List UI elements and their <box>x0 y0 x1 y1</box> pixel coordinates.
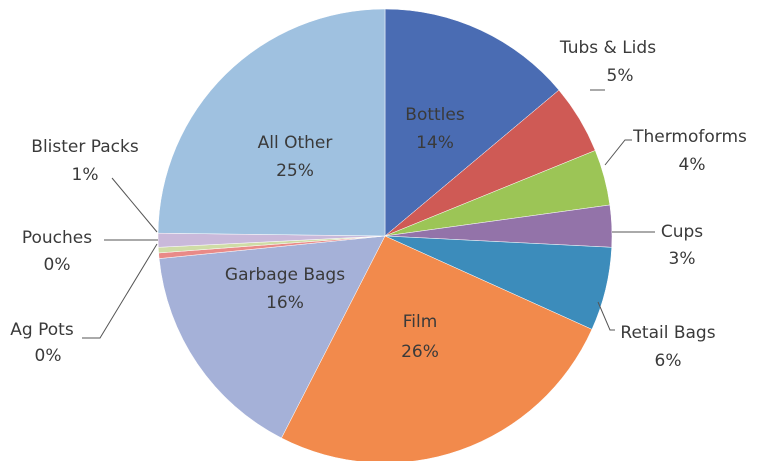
slice-value-label: 25% <box>276 161 314 181</box>
slice-value-label: 5% <box>607 66 634 86</box>
slice-label: All Other <box>258 133 333 153</box>
slice-label: Tubs & Lids <box>559 38 656 58</box>
slice-label: Pouches <box>22 228 92 248</box>
slice-value-label: 1% <box>72 165 99 185</box>
leader-line <box>597 301 615 331</box>
slice-value-label: 26% <box>401 342 439 362</box>
slice-value-label: 6% <box>655 351 682 371</box>
slice-value-label: 14% <box>416 133 454 153</box>
slice-label: Thermoforms <box>632 127 747 147</box>
slice-label: Cups <box>661 222 703 242</box>
slice-value-label: 16% <box>266 293 304 313</box>
leader-line <box>82 243 158 339</box>
slice-value-label: 0% <box>35 346 62 366</box>
pie-slice <box>384 8 560 237</box>
slice-label: Bottles <box>405 105 465 125</box>
slice-value-label: 3% <box>669 249 696 269</box>
leader-line <box>604 139 632 166</box>
pie-slice <box>281 235 593 461</box>
slice-label: Ag Pots <box>10 320 74 340</box>
slice-label: Blister Packs <box>31 137 139 157</box>
slice-value-label: 4% <box>679 155 706 175</box>
slice-label: Retail Bags <box>620 323 715 343</box>
slice-value-label: 0% <box>44 255 71 275</box>
slice-label: Film <box>403 312 438 332</box>
pie-slice <box>157 8 386 237</box>
slice-label: Garbage Bags <box>225 265 345 285</box>
leader-line <box>111 177 158 233</box>
pie-slice <box>158 235 386 439</box>
